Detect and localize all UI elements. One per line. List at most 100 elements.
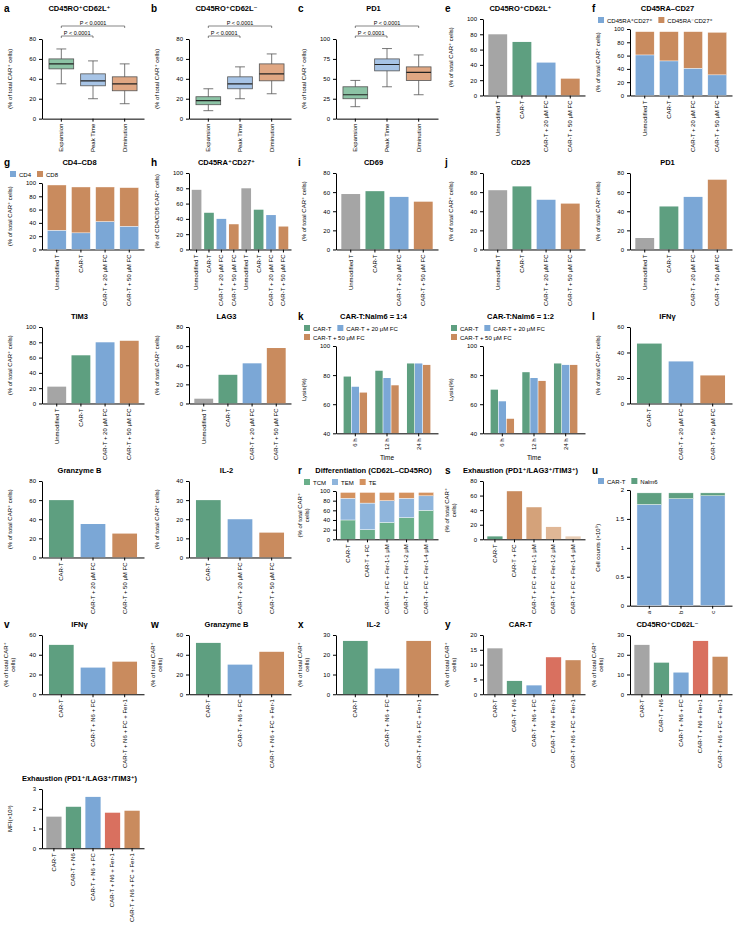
- y-tick: 20: [617, 80, 630, 86]
- annotation: P < 0.0001: [211, 30, 238, 36]
- tick-mark: [480, 346, 483, 347]
- tick-label: 20: [470, 228, 477, 234]
- tick-label: CAR-T: [78, 408, 84, 427]
- chart-title: LAG3: [216, 312, 236, 321]
- chart-title: CD45RO⁺CD62L⁺: [48, 4, 110, 13]
- y-tick: 1.5: [616, 516, 630, 522]
- x-tick: 12 h: [384, 433, 390, 450]
- tick-mark: [39, 249, 42, 250]
- x-tick: CAR-T: [205, 694, 211, 717]
- tick-mark: [333, 211, 336, 212]
- tick-mark: [347, 539, 348, 542]
- tick-mark: [480, 539, 483, 540]
- tick-mark: [480, 433, 483, 434]
- tick-mark: [573, 539, 574, 542]
- y-axis: 020406080100: [467, 16, 484, 98]
- y-axis: 0123: [33, 786, 43, 851]
- tick-mark: [627, 378, 630, 379]
- bar-segment: [684, 68, 703, 95]
- x-tick: CAR-T: [639, 694, 645, 717]
- bar: [546, 527, 561, 539]
- annotation: P < 0.0001: [358, 30, 385, 36]
- panel-letter: v: [4, 619, 10, 630]
- y-tick: 0: [33, 846, 42, 852]
- tick-label: 40: [176, 478, 183, 484]
- chart: CAR-T:Nalm6 = 1:2CAR-TCAR-T + 20 μM FCCA…: [448, 312, 586, 461]
- tick-mark: [480, 50, 483, 51]
- bar: [383, 378, 390, 433]
- chart-title: CD45RO⁺CD62L⁻: [195, 4, 257, 13]
- tick-mark: [644, 249, 645, 252]
- tick-mark: [627, 635, 630, 636]
- y-tick: 100: [26, 324, 42, 330]
- tick-label: 40: [470, 209, 477, 215]
- plot-marks: [341, 191, 432, 249]
- box-median: [112, 83, 137, 84]
- x-tick: Unmodified T: [495, 95, 501, 136]
- y-tick: 60: [617, 190, 630, 196]
- tick-mark: [333, 433, 336, 434]
- tick-mark: [627, 606, 630, 607]
- tick-mark: [681, 694, 682, 697]
- x-tick: CAR-T + FC + Fer-1-1 μM: [531, 539, 537, 614]
- x-tick: CAR-T + 20 μM FC: [237, 557, 243, 614]
- x-tick: CAR-T + N6 + FC: [90, 848, 96, 901]
- y-axis: 020406080: [176, 36, 189, 122]
- x-tick: Unmodified T: [348, 249, 354, 290]
- box-cap-min: [56, 83, 66, 84]
- tick-label: 80: [323, 498, 330, 504]
- bar: [194, 399, 213, 404]
- tick-mark: [186, 384, 189, 385]
- tick-mark: [534, 694, 535, 697]
- tick-mark: [39, 388, 42, 389]
- y-tick: 20: [323, 527, 336, 533]
- tick-mark: [641, 694, 642, 697]
- tick-mark: [93, 848, 94, 851]
- y-tick: 40: [29, 652, 42, 658]
- tick-mark: [186, 219, 189, 220]
- x-tick: CAR-T + 50 μM FC: [273, 403, 279, 460]
- tick-label: CAR-T + 50 μM FC: [231, 254, 237, 306]
- tick-mark: [186, 59, 189, 60]
- bar: [267, 348, 286, 403]
- x-tick: CAR-T + FC + Fer-1-1 μM: [384, 539, 390, 614]
- box: [196, 97, 221, 105]
- bar: [243, 363, 262, 403]
- y-tick: 0: [621, 603, 630, 609]
- tick-mark: [627, 42, 630, 43]
- tick-mark: [39, 403, 42, 404]
- tick-label: 10: [470, 662, 477, 668]
- box-cap-max: [203, 88, 213, 89]
- chart: bCD45RO⁺CD62L⁻020406080ExpansionPeak Tim…: [151, 3, 292, 152]
- y-tick: 40: [176, 363, 189, 369]
- x-tick: CAR-T: [225, 403, 231, 426]
- y-axis: 406080100: [320, 343, 337, 436]
- tick-label: Peak Time: [90, 123, 96, 152]
- plot-marks: [637, 493, 725, 606]
- tick-label: 0: [327, 116, 331, 122]
- tick-mark: [39, 119, 42, 120]
- y-axis: 020406080100: [614, 26, 631, 98]
- tick-mark: [186, 519, 189, 520]
- tick-label: 0: [33, 555, 37, 561]
- tick-mark: [39, 236, 42, 237]
- tick-label: CAR-T + 20 μM FC: [249, 408, 255, 460]
- tick-mark: [186, 694, 189, 695]
- tick-label: CAR-T + N6 + FC: [678, 699, 684, 747]
- tick-mark: [333, 230, 336, 231]
- tick-label: CAR-T + 20 μM FC: [690, 100, 696, 152]
- panel-letter: w: [150, 619, 159, 630]
- x-tick: CAR-T + N6 + FC + Fer-1: [717, 694, 723, 768]
- tick-label: 20: [617, 375, 624, 381]
- box-median: [49, 63, 74, 64]
- y-tick: 10: [617, 672, 630, 678]
- plot-marks: [634, 641, 727, 694]
- tick-mark: [132, 848, 133, 851]
- y-axis-title: (% of total CAR⁺ cells): [595, 335, 601, 395]
- x-tick: CAR-T + 20 μM FC: [543, 95, 549, 152]
- y-tick: 5: [474, 677, 483, 683]
- legend-label: CAR-T + 50 μM FC: [460, 335, 512, 341]
- tick-label: CAR-T + FC + Fer-1-4 μM: [570, 544, 576, 614]
- x-tick: CAR-T: [206, 249, 212, 272]
- tick-mark: [627, 82, 630, 83]
